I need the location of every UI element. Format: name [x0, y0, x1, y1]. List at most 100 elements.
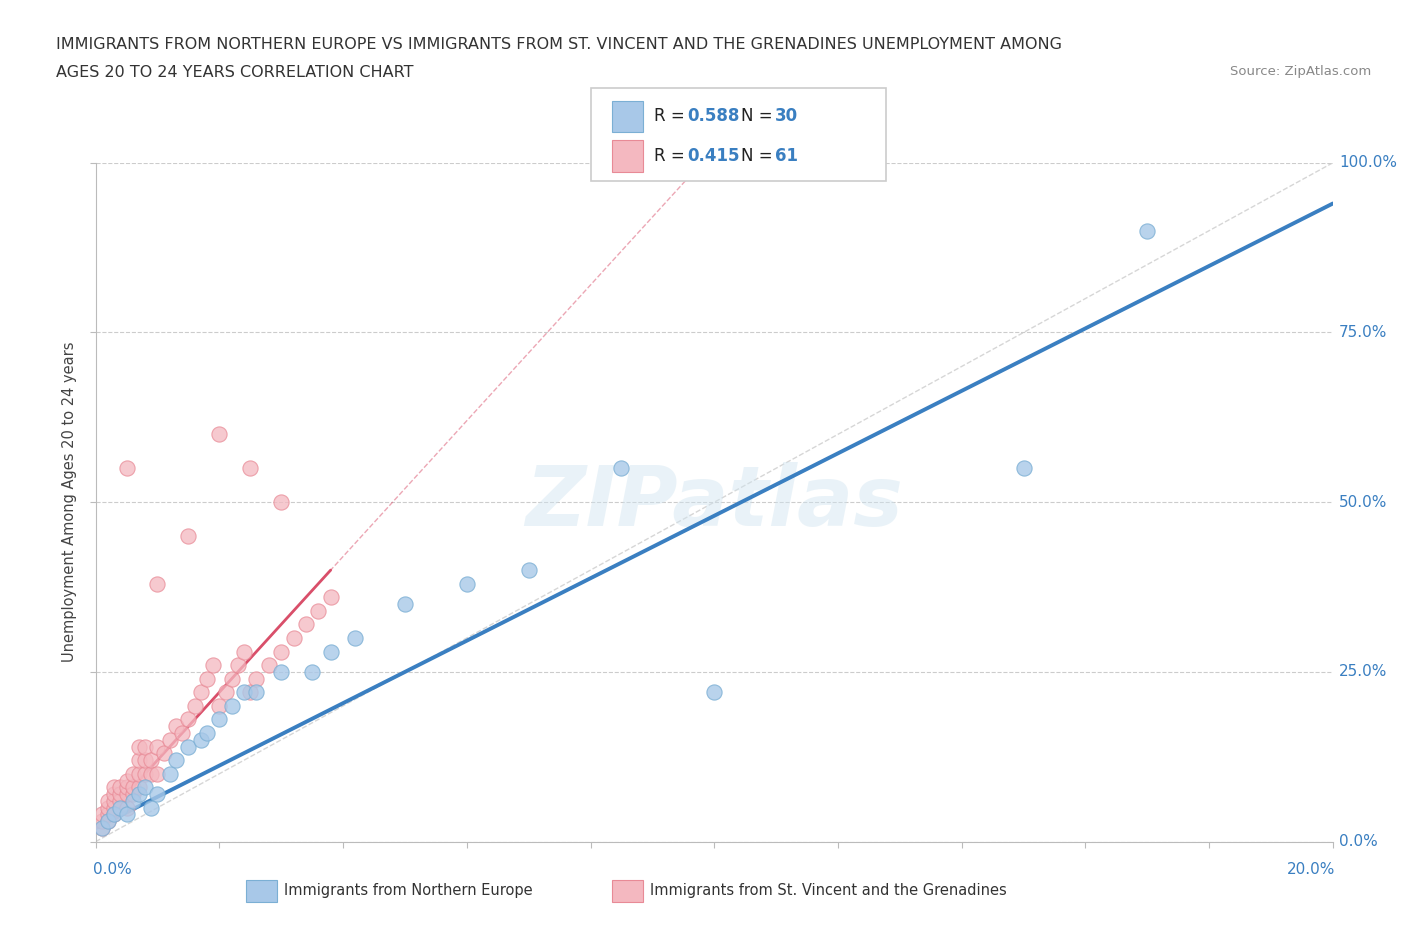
Text: IMMIGRANTS FROM NORTHERN EUROPE VS IMMIGRANTS FROM ST. VINCENT AND THE GRENADINE: IMMIGRANTS FROM NORTHERN EUROPE VS IMMIG… [56, 37, 1063, 52]
Point [103, 787, 125, 802]
Point [208, 427, 231, 442]
Point [214, 684, 236, 699]
Point [610, 461, 633, 476]
Point [110, 787, 132, 802]
Text: N =: N = [741, 147, 778, 165]
Point [208, 698, 231, 713]
Text: 75.0%: 75.0% [1339, 325, 1388, 340]
Point [146, 787, 169, 802]
Point [97, 800, 120, 815]
Point [190, 684, 212, 699]
Point [270, 495, 292, 510]
Text: ZIPatlas: ZIPatlas [526, 461, 903, 543]
Point [517, 563, 540, 578]
Point [90, 820, 112, 835]
Text: 50.0%: 50.0% [1339, 495, 1388, 510]
Point [146, 577, 169, 591]
Point [90, 814, 112, 829]
Text: 0.0%: 0.0% [1339, 834, 1378, 849]
Point [128, 739, 150, 754]
Text: 30: 30 [775, 108, 797, 126]
Point [90, 820, 112, 835]
Point [270, 644, 292, 659]
Point [283, 631, 305, 645]
Point [245, 684, 267, 699]
Point [177, 739, 200, 754]
Point [159, 733, 181, 748]
Point [103, 807, 125, 822]
Point [121, 766, 143, 781]
Point [103, 793, 125, 808]
Point [141, 766, 163, 781]
Y-axis label: Unemployment Among Ages 20 to 24 years: Unemployment Among Ages 20 to 24 years [62, 342, 77, 662]
Point [97, 793, 120, 808]
Point [703, 684, 725, 699]
Point [110, 800, 132, 815]
Point [239, 684, 262, 699]
Point [270, 665, 292, 680]
Point [202, 658, 225, 672]
Text: R =: R = [654, 147, 690, 165]
Text: 0.588: 0.588 [688, 108, 740, 126]
Point [97, 814, 120, 829]
Point [134, 780, 156, 795]
Point [319, 590, 342, 604]
Point [1136, 223, 1159, 238]
Point [221, 698, 243, 713]
Point [208, 712, 231, 727]
Point [115, 461, 138, 476]
Text: 20.0%: 20.0% [1286, 862, 1336, 877]
Point [165, 752, 187, 767]
Point [97, 807, 120, 822]
Point [121, 793, 143, 808]
Text: 61: 61 [775, 147, 797, 165]
Point [226, 658, 249, 672]
Point [121, 780, 143, 795]
Text: 0.0%: 0.0% [93, 862, 132, 877]
Point [159, 766, 181, 781]
Text: R =: R = [654, 108, 690, 126]
Point [115, 787, 138, 802]
Point [97, 814, 120, 829]
Point [115, 780, 138, 795]
Point [245, 671, 267, 686]
Point [233, 684, 256, 699]
Point [165, 719, 187, 734]
Point [103, 807, 125, 822]
Point [307, 604, 329, 618]
Point [146, 766, 169, 781]
Point [152, 746, 174, 761]
Point [319, 644, 342, 659]
Point [115, 773, 138, 788]
Point [456, 577, 478, 591]
Point [190, 733, 212, 748]
Text: 25.0%: 25.0% [1339, 664, 1388, 680]
Point [172, 725, 194, 740]
Text: 0.415: 0.415 [688, 147, 740, 165]
Text: Immigrants from Northern Europe: Immigrants from Northern Europe [284, 884, 533, 898]
Text: AGES 20 TO 24 YEARS CORRELATION CHART: AGES 20 TO 24 YEARS CORRELATION CHART [56, 65, 413, 80]
Point [177, 528, 200, 543]
Point [103, 800, 125, 815]
Point [115, 800, 138, 815]
Text: Source: ZipAtlas.com: Source: ZipAtlas.com [1230, 65, 1371, 78]
Point [239, 461, 262, 476]
Point [128, 787, 150, 802]
Point [394, 597, 416, 612]
Point [110, 793, 132, 808]
Point [121, 787, 143, 802]
Point [195, 725, 218, 740]
Text: Immigrants from St. Vincent and the Grenadines: Immigrants from St. Vincent and the Gren… [650, 884, 1007, 898]
Point [134, 739, 156, 754]
Text: 100.0%: 100.0% [1339, 155, 1398, 170]
Point [257, 658, 280, 672]
Point [177, 712, 200, 727]
Point [141, 800, 163, 815]
Point [128, 766, 150, 781]
Point [183, 698, 205, 713]
Point [134, 752, 156, 767]
Point [141, 752, 163, 767]
Point [195, 671, 218, 686]
Text: N =: N = [741, 108, 778, 126]
Point [134, 766, 156, 781]
